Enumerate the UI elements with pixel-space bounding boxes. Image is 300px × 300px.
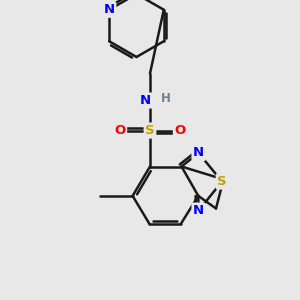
Text: O: O [174,124,186,137]
Text: S: S [217,175,227,188]
Text: N: N [140,94,151,107]
Text: N: N [193,204,204,217]
Text: N: N [104,3,115,16]
Text: S: S [145,124,155,137]
Text: H: H [161,92,170,106]
Text: N: N [193,146,204,160]
Text: O: O [114,124,126,137]
